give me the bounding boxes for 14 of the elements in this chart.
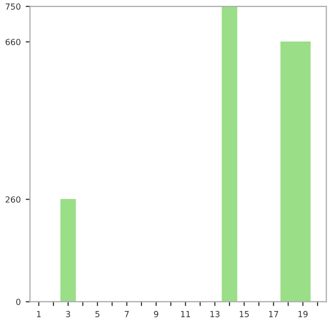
x-tick-label: 5 [95,311,100,318]
x-tick-label: 9 [154,310,158,318]
y-tick-label: 0 [16,298,20,306]
y-tick-label: 660 [6,38,20,46]
y-tick-label: 260 [6,196,20,203]
x-tick-label: 17 [269,311,278,318]
x-tick-label: 1 [37,311,41,318]
x-tick-label: 3 [66,310,70,318]
x-tick-label: 19 [298,310,308,318]
x-tick-label: 13 [210,310,220,318]
x-tick-label: 11 [181,311,190,318]
x-tick-label: 15 [240,311,249,318]
x-tick-label: 7 [124,311,129,318]
y-tick-label: 750 [6,3,20,10]
